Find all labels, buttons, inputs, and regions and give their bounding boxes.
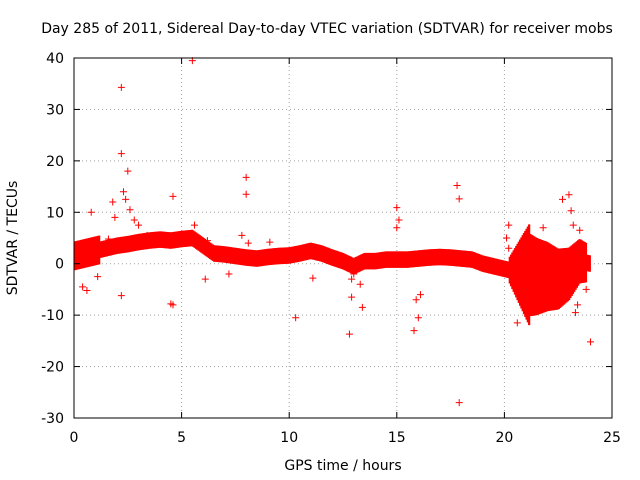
y-tick-label: 10 bbox=[46, 205, 64, 221]
data-point bbox=[225, 270, 233, 278]
data-point-outlier bbox=[559, 195, 567, 203]
plot-frame bbox=[73, 57, 613, 419]
chart-title: Day 285 of 2011, Sidereal Day-to-day VTE… bbox=[41, 21, 613, 37]
data-point bbox=[582, 285, 590, 293]
data-point-outlier bbox=[567, 207, 575, 215]
data-point bbox=[513, 319, 521, 327]
data-point bbox=[576, 226, 584, 234]
data-point-outlier bbox=[358, 303, 366, 311]
y-tick-label: 20 bbox=[46, 154, 64, 170]
x-tick-label: 25 bbox=[603, 430, 621, 446]
data-point-outlier bbox=[410, 327, 418, 335]
data-point-outlier bbox=[111, 213, 119, 221]
data-point-outlier bbox=[169, 301, 177, 309]
x-tick-label: 15 bbox=[388, 430, 406, 446]
data-point bbox=[191, 221, 199, 229]
data-point-outlier bbox=[586, 338, 594, 346]
data-point bbox=[238, 231, 246, 239]
data-point-outlier bbox=[292, 314, 300, 322]
data-point bbox=[307, 245, 315, 253]
data-point-outlier bbox=[169, 192, 177, 200]
data-point bbox=[126, 206, 134, 214]
data-point-outlier bbox=[565, 191, 573, 199]
data-point-outlier bbox=[117, 83, 125, 91]
data-point-outlier bbox=[117, 150, 125, 158]
y-tick-label: -20 bbox=[41, 360, 64, 376]
x-tick-label: 20 bbox=[495, 430, 513, 446]
data-point-outlier bbox=[455, 399, 463, 407]
data-point-outlier bbox=[201, 275, 209, 283]
data-point-outlier bbox=[124, 167, 132, 175]
data-point bbox=[135, 221, 143, 229]
x-tick-label: 0 bbox=[70, 430, 79, 446]
y-tick-label: -10 bbox=[41, 308, 64, 324]
data-point-outlier bbox=[571, 309, 579, 317]
data-point-outlier bbox=[455, 195, 463, 203]
x-tick-label: 5 bbox=[177, 430, 186, 446]
data-point bbox=[350, 270, 358, 278]
data-point-outlier bbox=[393, 204, 401, 212]
data-point bbox=[83, 286, 91, 294]
data-point-outlier bbox=[117, 292, 125, 300]
y-tick-label: 0 bbox=[55, 257, 64, 273]
data-points bbox=[73, 57, 594, 407]
data-point bbox=[574, 301, 582, 309]
data-point-outlier bbox=[242, 173, 250, 181]
data-point-outlier bbox=[453, 182, 461, 190]
data-point-outlier bbox=[395, 216, 403, 224]
data-point bbox=[503, 234, 511, 242]
data-point bbox=[393, 224, 401, 232]
data-point bbox=[119, 188, 127, 196]
data-point bbox=[412, 296, 420, 304]
data-point bbox=[203, 237, 211, 245]
data-point-outlier bbox=[539, 224, 547, 232]
data-point-outlier bbox=[309, 274, 317, 282]
data-point-outlier bbox=[109, 198, 117, 206]
data-point bbox=[416, 291, 424, 299]
data-point bbox=[94, 273, 102, 281]
data-point bbox=[143, 231, 151, 239]
data-point bbox=[104, 235, 112, 243]
data-point-outlier bbox=[345, 330, 353, 338]
data-point bbox=[266, 238, 274, 246]
data-point bbox=[130, 216, 138, 224]
data-point bbox=[122, 195, 130, 203]
y-tick-label: -30 bbox=[41, 411, 64, 427]
data-point-outlier bbox=[87, 208, 95, 216]
y-tick-label: 30 bbox=[46, 102, 64, 118]
axis-ticks: 0 5 10 15 20 25 -30 -20 -10 0 10 20 30 40 bbox=[41, 51, 621, 446]
data-point bbox=[348, 275, 356, 283]
data-point bbox=[505, 244, 513, 252]
data-point-outlier bbox=[242, 190, 250, 198]
data-point bbox=[569, 221, 577, 229]
data-point bbox=[79, 283, 87, 291]
data-point-outlier bbox=[348, 293, 356, 301]
x-axis-label: GPS time / hours bbox=[284, 458, 401, 474]
x-tick-label: 10 bbox=[280, 430, 298, 446]
data-point bbox=[244, 239, 252, 247]
y-tick-label: 40 bbox=[46, 51, 64, 67]
data-point-outlier bbox=[505, 221, 513, 229]
data-point bbox=[356, 280, 364, 288]
y-axis-label: SDTVAR / TECUs bbox=[5, 181, 21, 296]
data-point bbox=[414, 314, 422, 322]
